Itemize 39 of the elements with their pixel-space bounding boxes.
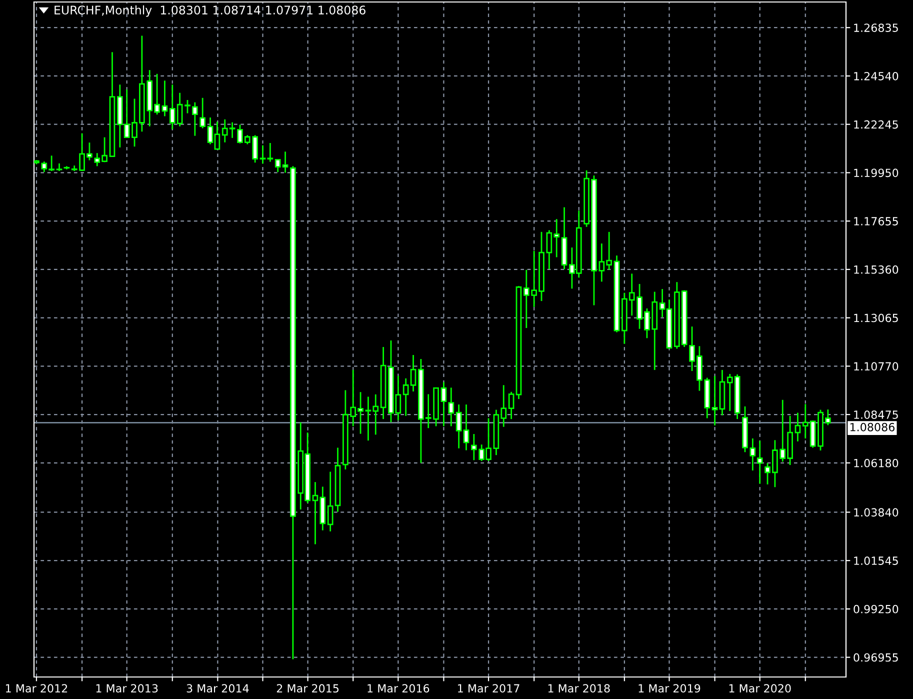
y-tick-label: 1.24540 (854, 72, 898, 80)
y-tick-label: 1.06180 (854, 458, 898, 468)
ref-line-label: 1.08086 (850, 422, 894, 432)
candlestick (440, 381, 447, 427)
x-tick-label: 1 Mar 2019 (638, 684, 700, 693)
candlestick (260, 144, 266, 164)
candlestick (463, 404, 470, 451)
y-tick-label: 1.10770 (854, 362, 898, 371)
candlestick (508, 391, 514, 420)
y-tick-label: 1.22245 (854, 120, 898, 129)
candlestick (794, 412, 801, 442)
candlestick (200, 97, 206, 129)
y-tick-label: 1.08475 (854, 410, 898, 419)
y-tick-label: 1.26835 (854, 24, 898, 32)
x-tick-label: 1 Mar 2013 (96, 684, 158, 693)
candlestick (184, 99, 190, 114)
y-tick-label: 1.17655 (854, 217, 898, 226)
y-tick-label: 1.03840 (854, 508, 898, 517)
y-tick-label: 1.13065 (854, 314, 898, 322)
x-tick-label: 1 Mar 2018 (548, 684, 610, 693)
candlestick (756, 440, 763, 484)
candlestick (192, 102, 198, 137)
candlestick (448, 386, 454, 427)
x-tick-label: 2 Mar 2015 (276, 684, 339, 693)
candlestick (712, 375, 718, 426)
candlestick (162, 80, 168, 117)
chart-title: EURCHF,Monthly 1.08301 1.08714 1.07971 1.08086 (54, 5, 366, 17)
y-tick-label: 1.15360 (854, 265, 898, 274)
y-tick-label: 0.99250 (854, 604, 898, 614)
x-tick-label: 1 Mar 2012 (6, 684, 68, 693)
y-tick-label: 1.19950 (854, 168, 898, 178)
x-tick-label: 1 Mar 2020 (729, 684, 791, 693)
candlestick (267, 142, 274, 162)
x-tick-label: 3 Mar 2014 (186, 684, 249, 693)
x-tick-label: 1 Mar 2016 (368, 684, 430, 693)
y-tick-label: 1.01545 (854, 556, 898, 565)
y-tick-label: 0.96955 (854, 653, 898, 662)
x-tick-label: 1 Mar 2017 (458, 684, 520, 693)
candlestick (456, 404, 462, 450)
